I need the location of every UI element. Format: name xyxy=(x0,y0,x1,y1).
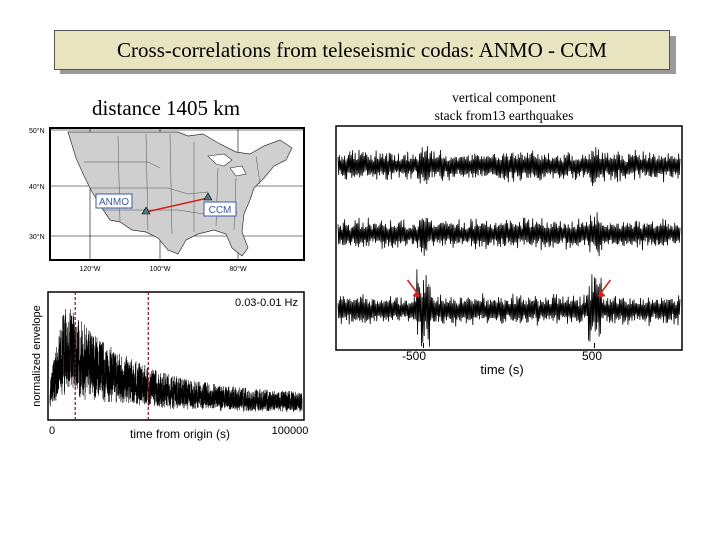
envelope-markers xyxy=(74,292,149,420)
envelope-xtick-0: 0 xyxy=(49,425,55,437)
lat-label-50: 50°N xyxy=(29,127,45,135)
ccm-marker xyxy=(203,192,213,201)
component-line-2: stack from13 earthquakes xyxy=(434,108,574,123)
envelope-trace xyxy=(49,308,303,413)
distance-label: distance 1405 km xyxy=(92,96,241,120)
cc-trace-2 xyxy=(337,269,681,347)
envelope-ylabel: normalized envelope xyxy=(31,305,43,407)
cc-arrows xyxy=(406,279,612,348)
lon-label-120: 120°W xyxy=(79,265,100,273)
lon-label-100: 100°W xyxy=(149,265,170,273)
cc-arrow-head-0 xyxy=(412,290,420,298)
lat-label-40: 40°N xyxy=(29,183,45,191)
envelope-chart: 0.03-0.01 Hz normalized envelope 0 10000… xyxy=(31,291,309,441)
cc-xtick-0: -500 xyxy=(402,349,426,363)
slide-title: Cross-correlations from teleseismic coda… xyxy=(54,30,670,70)
ccm-box xyxy=(203,201,237,217)
envelope-xlabel: time from origin (s) xyxy=(130,427,230,441)
envelope-frame xyxy=(47,291,305,421)
map-land xyxy=(67,131,293,257)
cc-frame xyxy=(335,125,683,351)
station-path xyxy=(145,197,209,213)
envelope-series-line xyxy=(49,308,303,413)
anmo-box xyxy=(95,193,133,209)
cc-arrow-head-1 xyxy=(598,290,606,298)
anmo-label: ANMO xyxy=(99,197,129,208)
cc-trace-0 xyxy=(337,146,681,187)
anmo-marker xyxy=(141,206,151,215)
crosscorrelation-chart: -500 500 time (s) xyxy=(335,125,683,377)
envelope-xtick-1: 100000 xyxy=(272,425,309,437)
cc-xlabel: time (s) xyxy=(480,362,523,377)
lat-label-30: 30°N xyxy=(29,233,45,241)
cc-xtick-1: 500 xyxy=(582,349,602,363)
ccm-label: CCM xyxy=(209,205,232,216)
component-line-1: vertical component xyxy=(452,90,556,105)
cc-traces xyxy=(337,146,681,347)
envelope-annotation: 0.03-0.01 Hz xyxy=(235,297,298,309)
map-lakes xyxy=(207,153,247,177)
station-map: ANMO CCM 50°N 40°N 30°N 120°W 100°W 80°W xyxy=(29,127,305,273)
cc-trace-1 xyxy=(337,212,681,257)
component-caption: vertical component stack from13 earthqua… xyxy=(404,89,604,125)
lon-label-80: 80°W xyxy=(229,265,247,273)
